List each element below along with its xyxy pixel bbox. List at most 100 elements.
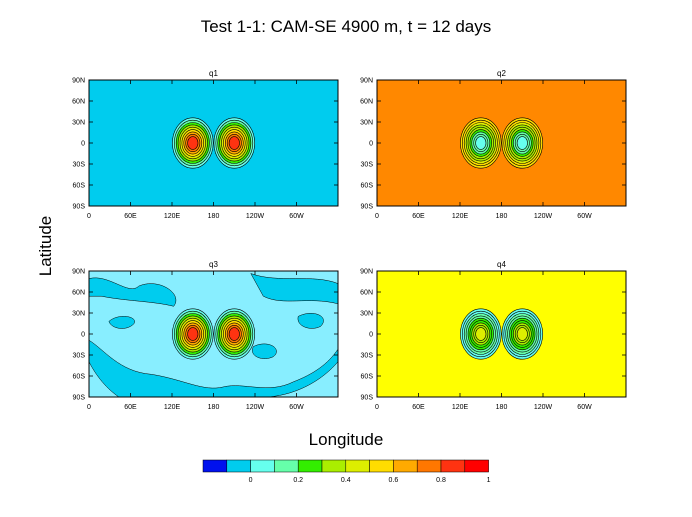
- q4-blob-2: [501, 308, 543, 360]
- filament-patches: [89, 273, 338, 397]
- x-tick-label: 180: [496, 404, 508, 411]
- x-tick-label: 120W: [246, 213, 265, 220]
- x-tick-label: 0: [375, 213, 379, 220]
- panel-title: q2: [497, 69, 506, 78]
- q3-blob-1: [172, 308, 214, 360]
- panel-q4: q4 0 60E 120E 180 120W 60W 90N 60N 30N 0 30S 60S 90S: [360, 260, 627, 411]
- x-tick-label: 120E: [164, 404, 181, 411]
- x-tick-label: 60E: [124, 404, 137, 411]
- x-tick-label: 0: [87, 213, 91, 220]
- contour-level: [228, 136, 240, 150]
- y-tick-label: 30N: [360, 311, 373, 318]
- contour-level: [516, 327, 528, 341]
- contour-level: [475, 327, 487, 341]
- x-tick-label: 180: [208, 213, 220, 220]
- q2-blob-2: [501, 117, 543, 169]
- x-tick-label: 0: [87, 404, 91, 411]
- colorbar-swatch: [297, 459, 323, 473]
- panel-q1: q1 0 60E 120E 180 120W 60W 90N 60N 30N 0 30S 60S 90S: [72, 69, 339, 220]
- y-tick-label: 30N: [72, 120, 85, 127]
- y-tick-label: 60N: [360, 99, 373, 106]
- panel-background: [377, 271, 626, 397]
- x-tick-label: 60E: [412, 404, 425, 411]
- x-tick-label: 180: [208, 404, 220, 411]
- colorbar: 0 0.2 0.4 0.6 0.8 1: [202, 459, 491, 484]
- x-tick-label: 120W: [534, 404, 553, 411]
- x-tick-label: 0: [375, 404, 379, 411]
- colorbar-swatch: [464, 459, 489, 473]
- panel-q2: q2 0 60E 120E 180 120W 60W 90N 60N 30N 0 30S 60S 90S: [360, 69, 627, 220]
- panel-title: q4: [497, 260, 506, 269]
- x-tick-label: 120E: [164, 213, 181, 220]
- colorbar-swatch: [369, 459, 394, 473]
- colorbar-label: 0.2: [293, 477, 303, 484]
- x-tick-label: 60W: [577, 404, 592, 411]
- y-tick-label: 60N: [360, 290, 373, 297]
- y-tick-label: 90S: [73, 204, 86, 211]
- colorbar-swatch: [345, 459, 370, 473]
- panel-background: [377, 80, 626, 206]
- colorbar-swatch: [274, 459, 299, 473]
- x-tick-label: 60E: [124, 213, 137, 220]
- y-tick-label: 30S: [361, 353, 374, 360]
- y-tick-label: 30S: [73, 162, 86, 169]
- x-tick-label: 120E: [452, 404, 469, 411]
- q1-blob-2: [213, 117, 256, 169]
- y-tick-label: 60S: [73, 183, 86, 190]
- y-tick-label: 90S: [73, 395, 86, 402]
- x-tick-label: 180: [496, 213, 508, 220]
- colorbar-label: 0.4: [341, 477, 351, 484]
- contour-level: [475, 136, 487, 150]
- colorbar-swatch: [321, 459, 347, 473]
- panel-title: q3: [209, 260, 218, 269]
- y-tick-label: 60S: [73, 374, 86, 381]
- y-tick-label: 60N: [72, 99, 85, 106]
- colorbar-label: 1: [487, 477, 491, 484]
- figure-title: Test 1-1: CAM-SE 4900 m, t = 12 days: [201, 17, 492, 36]
- y-tick-label: 30N: [360, 120, 373, 127]
- y-axis-label: Latitude: [36, 216, 55, 277]
- y-tick-label: 90S: [361, 204, 374, 211]
- x-tick-label: 120W: [246, 404, 265, 411]
- y-tick-label: 30S: [73, 353, 86, 360]
- colorbar-label: 0: [249, 477, 253, 484]
- x-tick-label: 60W: [289, 404, 304, 411]
- y-tick-label: 90N: [72, 269, 85, 276]
- q1-blob-1: [172, 117, 214, 169]
- x-axis-label: Longitude: [309, 430, 384, 449]
- colorbar-swatch: [393, 459, 418, 473]
- y-tick-label: 90N: [360, 269, 373, 276]
- x-tick-label: 120E: [452, 213, 469, 220]
- colorbar-label: 0.8: [436, 477, 446, 484]
- colorbar-swatch: [202, 459, 228, 473]
- q3-blob-2: [213, 308, 256, 360]
- panel-title: q1: [209, 69, 218, 78]
- colorbar-swatch: [250, 459, 275, 473]
- y-tick-label: 0: [81, 141, 85, 148]
- panel-q3: q3 0 60E 120E 180 120W 60W 90N 60N 30N 0 30S 60S 90S: [72, 260, 339, 411]
- x-tick-label: 60W: [577, 213, 592, 220]
- y-tick-label: 60N: [72, 290, 85, 297]
- panels: q10 60E 120E 180 120W 60W90N60N30N030S60S90Sq…: [72, 69, 627, 411]
- y-tick-label: 30N: [72, 311, 85, 318]
- contour-level: [187, 327, 199, 341]
- colorbar-swatch: [226, 459, 251, 473]
- x-tick-label: 60W: [289, 213, 304, 220]
- y-tick-label: 90S: [361, 395, 374, 402]
- y-tick-label: 60S: [361, 183, 374, 190]
- y-tick-label: 30S: [361, 162, 374, 169]
- colorbar-swatch: [440, 459, 466, 473]
- q4-blob-1: [460, 308, 502, 360]
- colorbar-label: 0.6: [389, 477, 399, 484]
- y-tick-label: 90N: [360, 78, 373, 85]
- x-tick-label: 120W: [534, 213, 553, 220]
- q2-blob-1: [460, 117, 502, 169]
- colorbar-swatch: [416, 459, 442, 473]
- contour-level: [228, 327, 240, 341]
- y-tick-label: 0: [81, 332, 85, 339]
- contour-level: [516, 136, 528, 150]
- y-tick-label: 0: [369, 332, 373, 339]
- contour-level: [187, 136, 199, 150]
- y-tick-label: 0: [369, 141, 373, 148]
